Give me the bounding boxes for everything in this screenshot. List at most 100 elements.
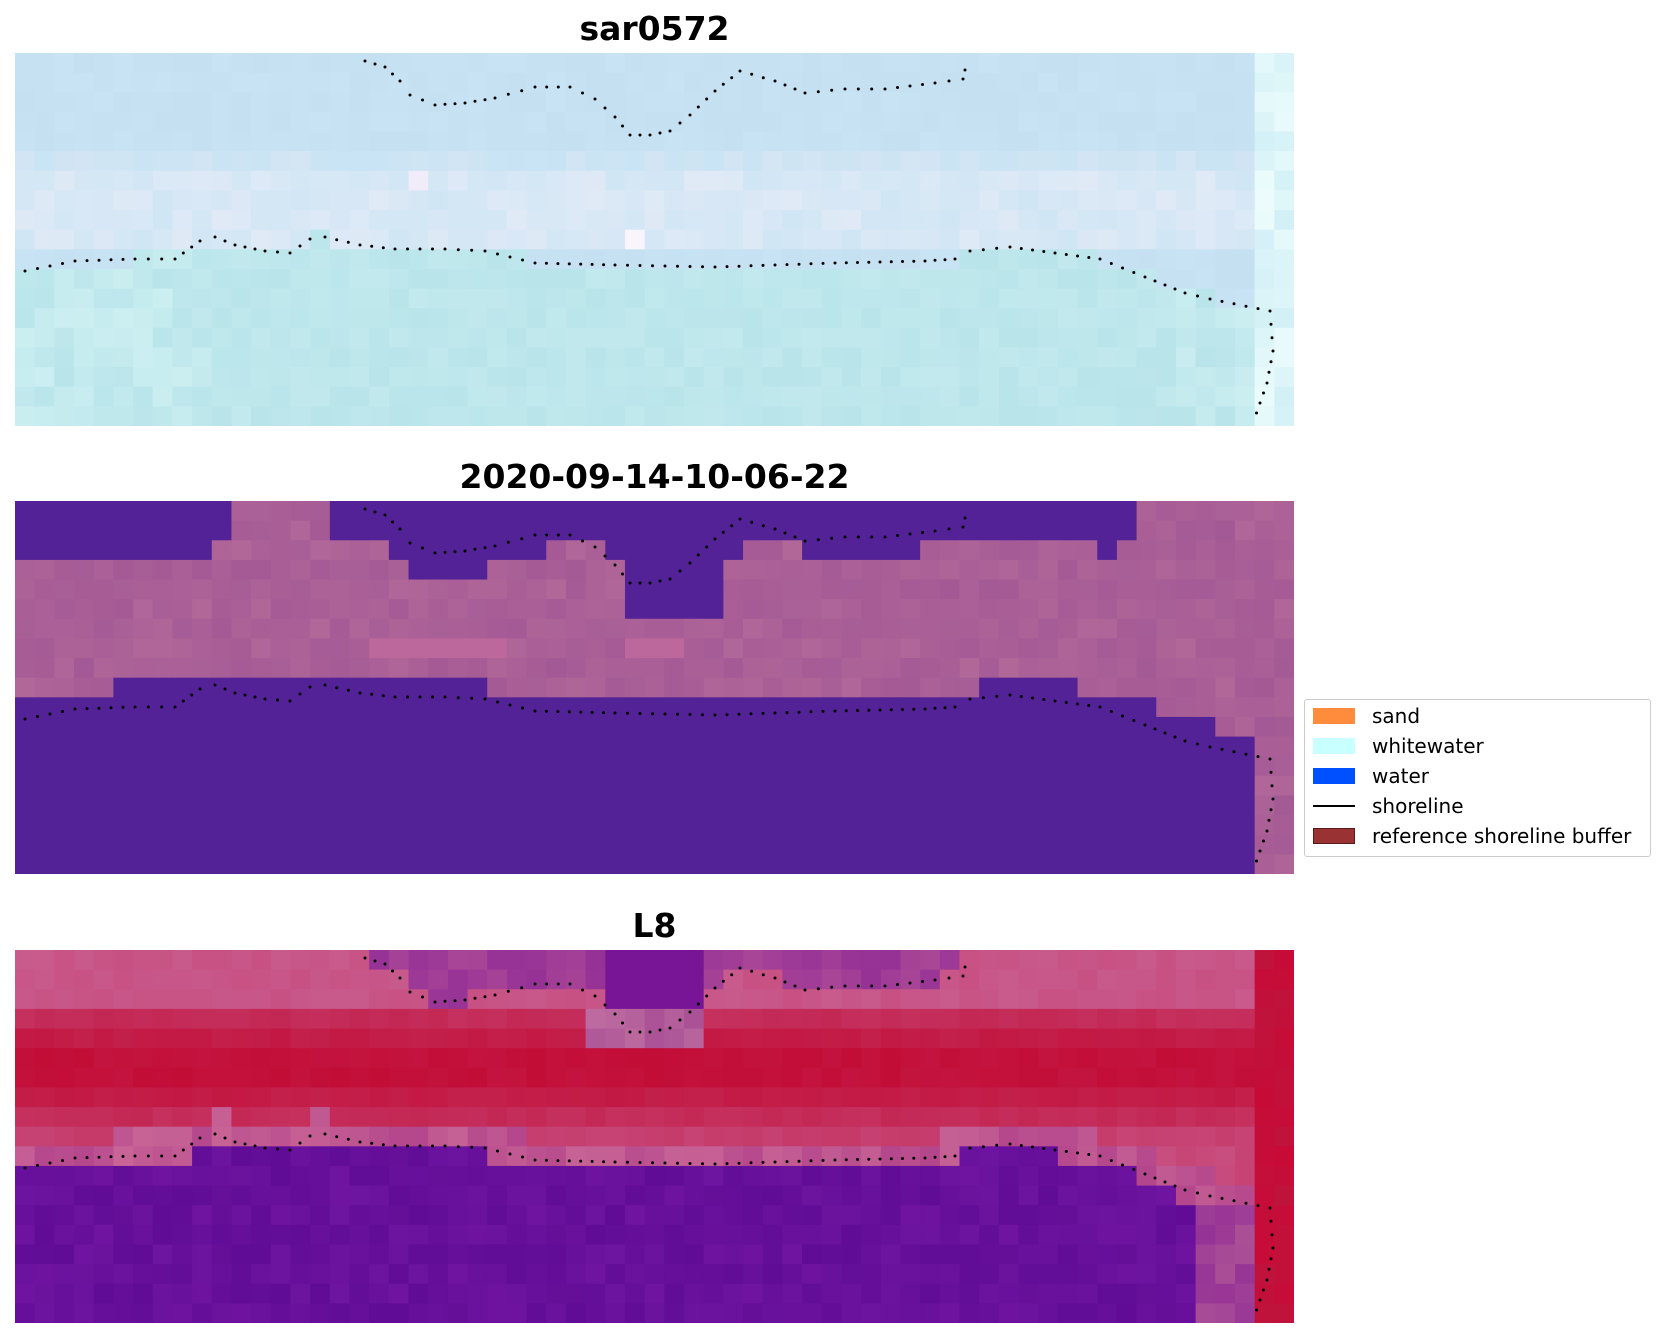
sar-panel-cell bbox=[1018, 190, 1039, 211]
l8-panel-cell bbox=[684, 1067, 705, 1089]
sar-panel-cell bbox=[565, 367, 587, 388]
classification-panel-cell bbox=[605, 599, 626, 620]
classification-panel-cell bbox=[802, 501, 823, 522]
sar-panel-cell bbox=[34, 367, 55, 388]
sar-panel-cell bbox=[133, 347, 154, 368]
sar-panel-cell bbox=[270, 111, 292, 133]
sar-panel-cell bbox=[1116, 229, 1138, 250]
l8-panel-cell bbox=[211, 989, 233, 1010]
l8-panel-cell bbox=[861, 1205, 882, 1226]
classification-panel-cell bbox=[998, 854, 1020, 874]
l8-panel-cell bbox=[1057, 1205, 1079, 1226]
sar-panel-cell bbox=[1156, 386, 1177, 407]
sar-panel-cell bbox=[172, 53, 193, 74]
classification-panel-lower-trace-dot bbox=[923, 707, 927, 711]
l8-panel-cell bbox=[546, 1205, 567, 1226]
l8-panel-lower-trace-dot bbox=[521, 1155, 524, 1159]
l8-panel-cell bbox=[152, 950, 174, 971]
sar-panel-cell bbox=[1057, 92, 1079, 113]
l8-panel-cell bbox=[1254, 1185, 1275, 1206]
classification-panel-cell bbox=[15, 658, 36, 679]
classification-panel-lower-trace-dot bbox=[146, 705, 150, 709]
l8-panel-cell bbox=[1097, 1165, 1118, 1187]
classification-panel-cell bbox=[133, 736, 154, 757]
l8-panel-cell bbox=[1215, 1008, 1236, 1030]
l8-panel-cell bbox=[1097, 1008, 1118, 1030]
classification-panel-cell bbox=[1215, 520, 1236, 541]
classification-panel-cell bbox=[703, 540, 724, 561]
sar-panel-cell bbox=[605, 347, 626, 368]
sar-panel-cell bbox=[723, 111, 744, 133]
l8-panel-cell bbox=[93, 969, 114, 990]
classification-panel-cell bbox=[192, 795, 213, 816]
classification-panel-cell bbox=[1254, 775, 1275, 797]
l8-panel-cell bbox=[93, 1185, 114, 1206]
sar-panel-cell bbox=[585, 308, 606, 329]
sar-panel-lower-trace-dot bbox=[1256, 307, 1260, 311]
classification-panel-cell bbox=[1018, 677, 1039, 698]
sar-panel-cell bbox=[152, 170, 174, 192]
l8-panel-cell bbox=[1018, 1205, 1039, 1226]
classification-panel-cell bbox=[1156, 775, 1177, 797]
sar-panel-upper-trace-dot bbox=[830, 88, 834, 92]
sar-panel-cell bbox=[900, 386, 921, 407]
l8-panel-cell bbox=[1018, 1126, 1039, 1147]
classification-panel-cell bbox=[605, 559, 626, 581]
l8-panel-lower-trace-dot bbox=[1267, 1267, 1271, 1271]
l8-panel-cell bbox=[329, 1048, 351, 1069]
l8-panel-cell bbox=[939, 1165, 961, 1187]
l8-panel-lower-trace-dot bbox=[243, 1142, 247, 1146]
sar-panel-lower-trace-dot bbox=[773, 263, 777, 267]
l8-panel-cell bbox=[34, 1048, 55, 1069]
classification-panel-cell bbox=[802, 658, 823, 679]
sar-panel-cell bbox=[979, 190, 1000, 211]
sar-panel-cell bbox=[585, 268, 606, 290]
l8-panel-cell bbox=[388, 969, 410, 990]
sar-panel-cell bbox=[349, 170, 370, 192]
l8-panel-lower-trace-dot bbox=[48, 1161, 52, 1165]
classification-panel-cell bbox=[290, 716, 311, 738]
l8-panel-cell bbox=[821, 1303, 843, 1323]
classification-panel-cell bbox=[585, 658, 606, 679]
sar-panel-upper-trace-dot bbox=[705, 97, 709, 101]
classification-panel-cell bbox=[1156, 579, 1177, 600]
l8-panel-cell bbox=[939, 1185, 961, 1206]
sar-panel-cell bbox=[408, 249, 429, 270]
classification-panel-lower-trace-dot bbox=[1269, 808, 1273, 812]
sar-panel-cell bbox=[624, 347, 646, 368]
l8-panel-cell bbox=[251, 989, 272, 1010]
classification-panel-cell bbox=[172, 834, 193, 855]
sar-panel-cell bbox=[231, 151, 252, 172]
classification-panel-cell bbox=[526, 579, 547, 600]
classification-panel-cell bbox=[172, 658, 193, 679]
l8-panel-cell bbox=[133, 1244, 154, 1265]
sar-panel-cell bbox=[34, 92, 55, 113]
classification-panel-upper-trace-dot bbox=[373, 510, 377, 514]
legend-item-water: water bbox=[1313, 761, 1429, 791]
classification-panel-cell bbox=[821, 716, 843, 738]
classification-panel-cell bbox=[644, 756, 665, 777]
classification-panel-cell bbox=[133, 775, 154, 797]
l8-panel-cell bbox=[1038, 1048, 1059, 1069]
sar-panel-cell bbox=[133, 327, 154, 349]
l8-panel-cell bbox=[487, 950, 508, 971]
classification-panel-cell bbox=[723, 618, 744, 640]
sar-panel-cell bbox=[1057, 406, 1079, 426]
l8-panel-cell bbox=[1018, 1146, 1039, 1167]
classification-panel-cell bbox=[802, 716, 823, 738]
l8-panel-cell bbox=[526, 1107, 547, 1128]
l8-panel-cell bbox=[329, 1165, 351, 1187]
classification-panel-cell bbox=[1195, 834, 1216, 855]
sar-panel-cell bbox=[959, 367, 980, 388]
classification-panel-cell bbox=[172, 579, 193, 600]
classification-panel-cell bbox=[1097, 854, 1118, 874]
classification-panel-cell bbox=[880, 795, 902, 816]
classification-panel-cell bbox=[1195, 677, 1216, 698]
sar-panel-cell bbox=[1136, 111, 1157, 133]
classification-panel-lower-trace-dot bbox=[1270, 784, 1274, 788]
classification-panel-cell bbox=[152, 815, 174, 836]
sar-panel-cell bbox=[310, 308, 331, 329]
sar-panel-cell bbox=[723, 210, 744, 231]
classification-panel-cell bbox=[447, 599, 469, 620]
classification-panel-cell bbox=[113, 677, 134, 698]
